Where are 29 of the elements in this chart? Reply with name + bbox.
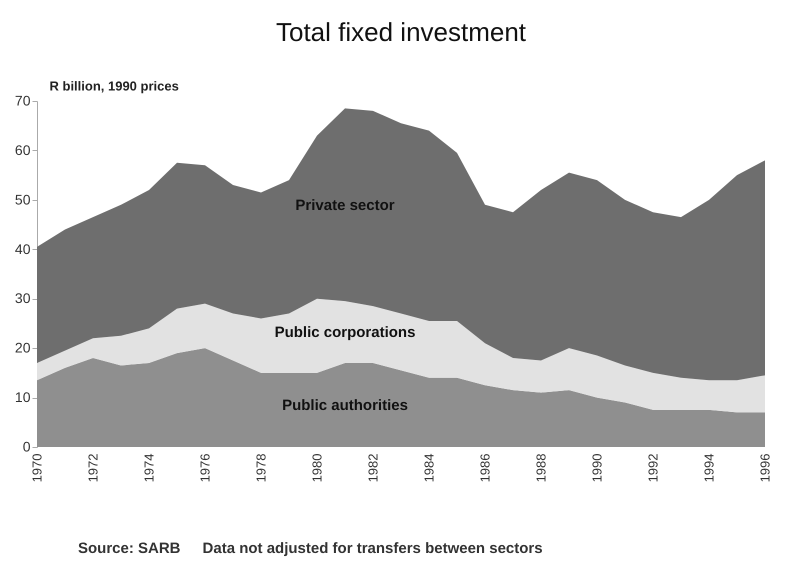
source-note: Source: SARB xyxy=(78,540,181,557)
x-tick-label: 1972 xyxy=(86,454,100,482)
y-tick-label: 50 xyxy=(14,191,31,208)
y-tick-label: 30 xyxy=(14,290,31,306)
y-tick-label: 20 xyxy=(14,340,31,356)
x-tick-label: 1982 xyxy=(366,454,380,482)
x-tick-label: 1980 xyxy=(310,454,324,482)
x-tick-label: 1996 xyxy=(758,454,772,482)
x-tick-label: 1970 xyxy=(30,454,44,482)
series-label: Public authorities xyxy=(282,396,408,414)
series-label: Private sector xyxy=(295,196,395,214)
y-tick-label: 40 xyxy=(14,240,31,257)
series-label: Public corporations xyxy=(274,324,416,342)
y-tick-label: 70 xyxy=(14,92,31,108)
x-tick-label: 1978 xyxy=(254,454,268,482)
x-tick-label: 1984 xyxy=(422,454,436,482)
x-tick-label: 1976 xyxy=(198,454,212,482)
x-tick-label: 1986 xyxy=(478,454,492,482)
x-tick-label: 1990 xyxy=(590,454,604,482)
x-tick-label: 1974 xyxy=(142,454,156,482)
x-tick-label: 1988 xyxy=(534,454,548,482)
x-tick-label: 1992 xyxy=(646,454,660,482)
text: Data not adjusted for transfers between sectors xyxy=(202,540,543,557)
y-tick-label: 10 xyxy=(14,389,31,406)
y-axis-title: R billion, 1990 prices xyxy=(50,78,179,94)
x-tick-label: 1994 xyxy=(702,454,716,482)
y-tick-label: 60 xyxy=(14,142,31,158)
y-tick-label: 0 xyxy=(22,438,31,454)
chart-title: Total fixed investment xyxy=(276,17,527,47)
